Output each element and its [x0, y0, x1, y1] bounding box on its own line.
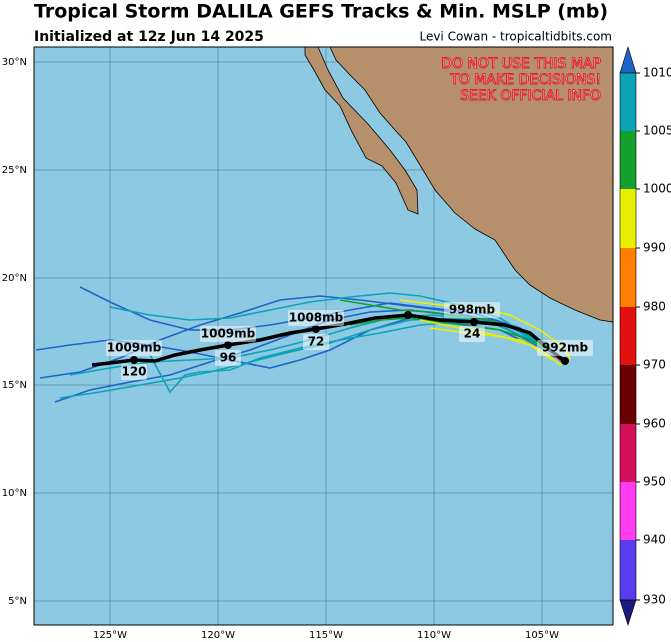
longitude-label: 105°W	[525, 630, 559, 641]
pressure-label: 1009mb	[107, 341, 162, 355]
label-bg	[106, 340, 162, 356]
label-bg	[537, 340, 593, 356]
colorbar-label: 970	[643, 358, 666, 372]
longitude-label: 125°W	[93, 630, 127, 641]
hour-label: 120	[121, 365, 146, 379]
colorbar-band	[620, 307, 636, 365]
colorbar-band	[620, 189, 636, 248]
credit: Levi Cowan - tropicaltidbits.com	[419, 30, 612, 44]
pressure-label: 1009mb	[201, 327, 256, 341]
latitude-label: 5°N	[8, 596, 27, 607]
colorbar-band	[620, 540, 636, 600]
warning-line: TO MAKE DECISIONS!	[449, 72, 601, 88]
track-labels: 1009mb 120 1009mb 96 1008mb 72 998mb 24 992mb	[106, 302, 593, 380]
colorbar-label: 1005	[643, 124, 671, 138]
latitude-label: 30°N	[2, 57, 27, 68]
colorbar-label: 990	[643, 241, 666, 255]
warning-line: DO NOT USE THIS MAP	[441, 56, 601, 72]
pressure-label: 998mb	[449, 303, 496, 317]
colorbar-band	[620, 424, 636, 482]
latitude-label: 15°N	[2, 380, 27, 391]
label-bg	[303, 334, 329, 350]
colorbar-band	[620, 365, 636, 424]
colorbar-label: 980	[643, 300, 666, 314]
colorbar-label: 930	[643, 593, 666, 607]
colorbar-label: 1010	[643, 66, 671, 80]
colorbar-band	[620, 73, 636, 131]
label-bg	[459, 326, 485, 342]
colorbar-label: 950	[643, 475, 666, 489]
title: Tropical Storm DALILA GEFS Tracks & Min.…	[34, 1, 608, 23]
colorbar-bottom	[619, 599, 637, 626]
subtitle: Initialized at 12z Jun 14 2025	[34, 29, 264, 45]
colorbar-label: 940	[643, 533, 666, 547]
hour-label: 72	[308, 335, 325, 349]
map-frame	[33, 46, 614, 626]
pressure-label: 1008mb	[289, 311, 344, 325]
warning-line: SEEK OFFICIAL INFO	[460, 88, 601, 104]
label-bg	[288, 310, 344, 326]
colorbar-frame	[619, 72, 637, 601]
label-bg	[444, 302, 500, 318]
latitude-label: 20°N	[2, 273, 27, 284]
label-bg	[121, 364, 147, 380]
hour-label: 96	[220, 351, 237, 365]
colorbar: 1010 1005 1000 990 980 970 960 950 940 930	[619, 45, 671, 626]
hour-label: 24	[464, 327, 481, 341]
latitude-label: 10°N	[2, 488, 27, 499]
colorbar-label: 1000	[643, 182, 671, 196]
mainland-mexico	[329, 46, 614, 323]
label-bg	[200, 326, 256, 342]
baja-california	[304, 46, 419, 215]
longitude-label: 120°W	[201, 630, 235, 641]
label-bg	[215, 350, 241, 366]
colorbar-top	[619, 45, 637, 74]
track-points	[130, 311, 569, 365]
latitude-label: 25°N	[2, 165, 27, 176]
colorbar-band	[620, 248, 636, 307]
colorbar-band	[620, 131, 636, 189]
longitude-label: 110°W	[417, 630, 451, 641]
longitude-label: 115°W	[309, 630, 343, 641]
colorbar-label: 960	[643, 417, 666, 431]
colorbar-band	[620, 482, 636, 540]
pressure-label: 992mb	[542, 341, 589, 355]
